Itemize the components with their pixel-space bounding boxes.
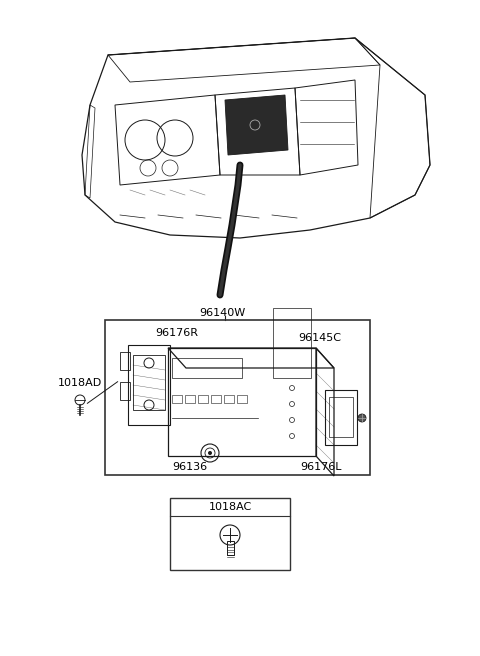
- Text: 1018AD: 1018AD: [58, 378, 102, 388]
- Text: 96176L: 96176L: [300, 462, 341, 472]
- Circle shape: [358, 414, 366, 422]
- Bar: [120, 382, 130, 400]
- Circle shape: [208, 451, 212, 455]
- Text: 1018AC: 1018AC: [208, 502, 252, 512]
- Bar: [227, 541, 233, 555]
- Bar: [105, 320, 370, 475]
- Bar: [237, 395, 247, 403]
- Bar: [185, 395, 195, 403]
- Polygon shape: [225, 95, 288, 155]
- Text: 96176R: 96176R: [155, 328, 198, 338]
- Bar: [211, 395, 221, 403]
- Bar: [224, 395, 234, 403]
- Bar: [325, 390, 357, 445]
- Text: 96145C: 96145C: [298, 333, 341, 343]
- Bar: [170, 498, 290, 570]
- Text: 96140W: 96140W: [199, 308, 245, 318]
- Bar: [172, 395, 182, 403]
- Bar: [273, 308, 311, 378]
- Text: 96136: 96136: [172, 462, 207, 472]
- Bar: [120, 352, 130, 370]
- Bar: [172, 358, 242, 378]
- Bar: [133, 355, 165, 410]
- Bar: [329, 397, 353, 437]
- Bar: [198, 395, 208, 403]
